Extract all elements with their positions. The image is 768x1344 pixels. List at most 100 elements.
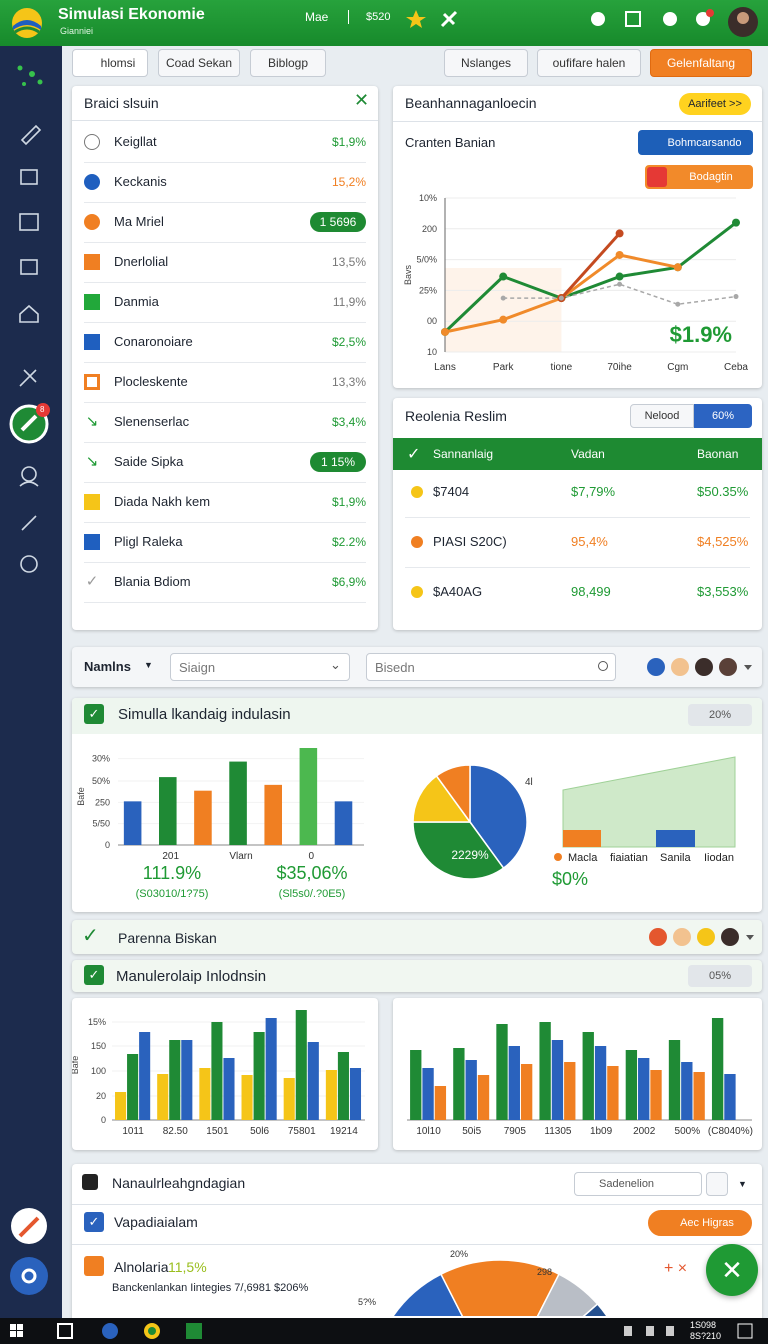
row-dot [411, 486, 423, 498]
filter-button[interactable] [706, 1172, 728, 1196]
close-icon[interactable]: ✕ [354, 90, 370, 110]
table-header [393, 438, 762, 470]
list-row[interactable]: Plocleskente 13,3% [84, 363, 366, 403]
column-header: Baonan [697, 447, 739, 461]
area-bar [563, 830, 601, 847]
x-tick-label: 10l10 [416, 1126, 441, 1137]
primary-button[interactable]: Bohmcarsando [638, 130, 753, 155]
taskbar-icons[interactable] [0, 1318, 768, 1344]
table-cell: $7,79% [571, 484, 616, 499]
bar [295, 1010, 307, 1120]
bar [307, 1042, 319, 1120]
list-row[interactable]: Danmia 11,9% [84, 283, 366, 323]
caret: ▼ [144, 660, 153, 670]
sidebar-icons[interactable] [0, 46, 62, 1318]
app-subtitle: Gianniei [60, 26, 94, 36]
header-icons[interactable] [400, 4, 768, 42]
bar [241, 1075, 253, 1120]
tab[interactable]: Coad Sekan [158, 49, 240, 77]
action-button[interactable]: Nslanges [444, 49, 528, 77]
list-row[interactable]: Dnerlolial 13,5% [84, 243, 366, 283]
list-value: 15,2% [331, 175, 366, 189]
table-cell: 98,499 [571, 584, 611, 599]
pie-chart: 5?% 20% 298 [358, 1249, 608, 1316]
add-button[interactable]: Aec Higras [648, 1210, 752, 1236]
action-button[interactable]: Gelenfaltang [650, 49, 752, 77]
divider [72, 1204, 762, 1205]
toggle-option[interactable]: Nelood [630, 404, 694, 428]
bar [181, 1040, 193, 1120]
bar [123, 801, 142, 845]
list-row[interactable]: Pligl Raleka $2.2% [84, 523, 366, 563]
list-row[interactable]: ✓ Blania Bdiom $6,9% [84, 563, 366, 603]
x-tick-label: 75801 [288, 1126, 316, 1137]
tab[interactable]: Biblogp [250, 49, 326, 77]
badge[interactable]: Aarifeet >> [679, 93, 751, 115]
clock-time: 1S098 [690, 1320, 717, 1330]
pie-slice [412, 821, 505, 880]
list-icon [84, 254, 100, 270]
bar [422, 1068, 434, 1120]
list-row[interactable]: Keigllat $1,9% [84, 123, 366, 163]
y-tick-label: 200 [422, 224, 437, 234]
list-row[interactable]: ↘ Slenenserlac $3,4% [84, 403, 366, 443]
y-tick-label: 5/0% [416, 255, 437, 265]
bar [349, 1068, 362, 1120]
stat-value: $35,06% [276, 863, 347, 883]
section-icon: ✓ [84, 704, 104, 724]
bar [299, 748, 318, 845]
list-icon [84, 294, 100, 310]
bar [127, 1054, 139, 1120]
highlight-band [445, 268, 562, 352]
bar [157, 1074, 169, 1120]
bar [337, 1052, 349, 1120]
bar [211, 1022, 223, 1120]
select[interactable]: Siaign [170, 653, 350, 681]
header-bar: Simulasi Ekonomie Gianniei Mae $520 [0, 0, 768, 46]
sidebar: 8 [0, 46, 62, 1318]
tab[interactable]: hlomsi [72, 49, 148, 77]
highlight-value: $1.9% [670, 322, 732, 347]
legend-label: Iiodan [704, 852, 734, 864]
x-tick-label: (C8040%) [708, 1126, 753, 1137]
sidebar-badge: 8 [40, 405, 45, 414]
filter-label[interactable]: Namlns [84, 659, 131, 674]
x-tick-label: Lans [434, 362, 456, 373]
header-center[interactable]: Mae [305, 10, 329, 24]
stat-note: (Sl5s0/.?0E5) [279, 888, 346, 900]
list-row[interactable]: Keckanis 15,2% [84, 163, 366, 203]
panel-title: Reolenia Reslim [405, 408, 507, 424]
y-axis-label: Bavs [403, 264, 413, 285]
bar [169, 1040, 181, 1120]
list-icon [84, 134, 100, 150]
list-value: 13,3% [331, 375, 366, 389]
bar [477, 1075, 490, 1120]
table-cell: PIASI S20C) [433, 534, 507, 549]
panel-title: Beanhannaganloecin [405, 95, 537, 111]
list-row[interactable]: Diada Nakh kem $1,9% [84, 483, 366, 523]
bar [465, 1060, 477, 1120]
metric-value: 11,5% [168, 1259, 207, 1275]
list-row[interactable]: ↘ Saide Sipka 1 15% [84, 443, 366, 483]
section-header [72, 698, 762, 734]
list-row[interactable]: Ma Mriel 1 5696 [84, 203, 366, 243]
panel-title: Nanaulrleahgndagian [112, 1175, 246, 1191]
list-label: Conaronoiare [114, 334, 193, 349]
bar-chart: 0 20 100 150 15% Bafe 1011 82.50 1501 50l6 75801 19… [72, 1010, 365, 1137]
item-icon: ✓ [84, 1212, 104, 1232]
table-cell: $A40AG [433, 584, 483, 599]
list-row[interactable]: Conaronoiare $2,5% [84, 323, 366, 363]
legend-label: Macla [568, 852, 598, 864]
toggle-option[interactable]: 60% [694, 404, 752, 428]
list-value: $2.2% [331, 535, 366, 549]
search-box[interactable]: Sadenelion [574, 1172, 702, 1196]
x-tick-label: Ceba [724, 362, 748, 373]
x-tick-label: 11305 [544, 1126, 572, 1137]
pie-slice [439, 1259, 561, 1316]
list-value: $3,4% [331, 415, 366, 429]
action-button[interactable]: oufifare halen [537, 49, 641, 77]
search-box[interactable]: Bisedn [366, 653, 616, 681]
fab[interactable]: ✕ [706, 1244, 758, 1296]
y-tick-label: 50% [92, 776, 110, 786]
x-tick-label: 1011 [122, 1126, 144, 1137]
